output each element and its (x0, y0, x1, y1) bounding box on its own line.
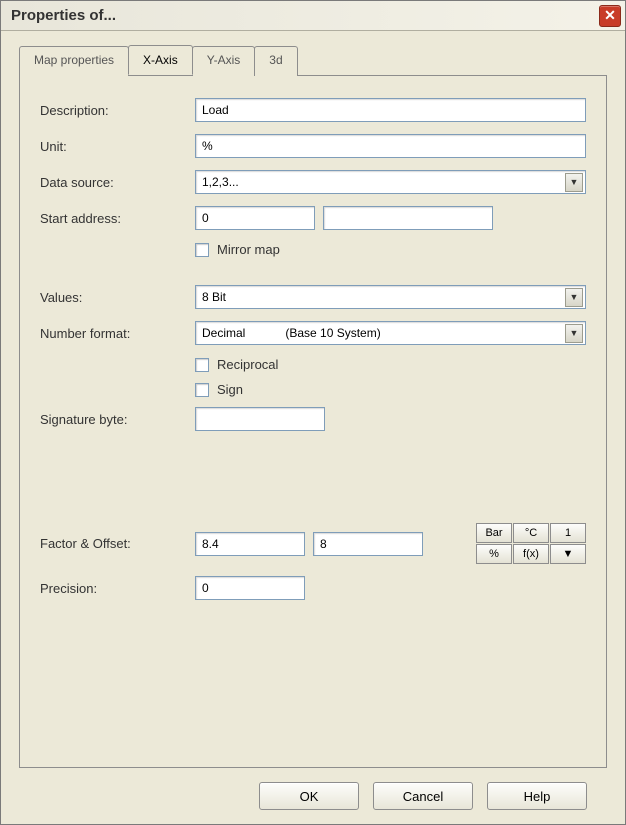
mirror-map-label: Mirror map (217, 242, 280, 257)
close-button[interactable]: ✕ (599, 5, 621, 27)
number-format-select[interactable]: Decimal (Base 10 System) ▼ (195, 321, 586, 345)
values-value: 8 Bit (202, 290, 226, 304)
values-select[interactable]: 8 Bit ▼ (195, 285, 586, 309)
preset-buttons: Bar °C 1 % f(x) ▼ (476, 523, 586, 564)
number-format-label: Number format: (40, 326, 195, 341)
tab-3d[interactable]: 3d (254, 46, 297, 76)
reciprocal-label: Reciprocal (217, 357, 278, 372)
chevron-down-icon: ▼ (565, 173, 583, 192)
mirror-map-checkbox[interactable] (195, 243, 209, 257)
data-source-label: Data source: (40, 175, 195, 190)
start-address-label: Start address: (40, 211, 195, 226)
window-title: Properties of... (11, 7, 599, 24)
start-address-secondary-input[interactable] (323, 206, 493, 230)
tab-map-properties[interactable]: Map properties (19, 46, 129, 76)
preset-one-button[interactable]: 1 (550, 523, 586, 543)
tab-panel: Description: Unit: Data source: 1,2,3...… (19, 75, 607, 768)
cancel-button[interactable]: Cancel (373, 782, 473, 810)
precision-label: Precision: (40, 581, 195, 596)
number-format-note: (Base 10 System) (285, 326, 380, 340)
chevron-down-icon: ▼ (565, 324, 583, 343)
data-source-value: 1,2,3... (202, 175, 239, 189)
tabstrip: Map properties X-Axis Y-Axis 3d (19, 45, 607, 75)
sign-label: Sign (217, 382, 243, 397)
tab-x-axis[interactable]: X-Axis (128, 45, 193, 75)
signature-byte-label: Signature byte: (40, 412, 195, 427)
chevron-down-icon: ▼ (565, 288, 583, 307)
preset-fx-button[interactable]: f(x) (513, 544, 549, 564)
unit-input[interactable] (195, 134, 586, 158)
description-label: Description: (40, 103, 195, 118)
factor-input[interactable] (195, 532, 305, 556)
description-input[interactable] (195, 98, 586, 122)
preset-percent-button[interactable]: % (476, 544, 512, 564)
tab-y-axis[interactable]: Y-Axis (192, 46, 256, 76)
unit-label: Unit: (40, 139, 195, 154)
signature-byte-input[interactable] (195, 407, 325, 431)
preset-celsius-button[interactable]: °C (513, 523, 549, 543)
dialog-buttons: OK Cancel Help (19, 768, 607, 814)
start-address-input[interactable] (195, 206, 315, 230)
values-label: Values: (40, 290, 195, 305)
sign-checkbox[interactable] (195, 383, 209, 397)
preset-more-button[interactable]: ▼ (550, 544, 586, 564)
reciprocal-checkbox[interactable] (195, 358, 209, 372)
precision-input[interactable] (195, 576, 305, 600)
number-format-value: Decimal (202, 326, 245, 340)
properties-dialog: Properties of... ✕ Map properties X-Axis… (0, 0, 626, 825)
close-icon: ✕ (604, 7, 616, 24)
preset-bar-button[interactable]: Bar (476, 523, 512, 543)
ok-button[interactable]: OK (259, 782, 359, 810)
factor-offset-label: Factor & Offset: (40, 536, 195, 551)
titlebar: Properties of... ✕ (1, 1, 625, 31)
help-button[interactable]: Help (487, 782, 587, 810)
data-source-select[interactable]: 1,2,3... ▼ (195, 170, 586, 194)
content-area: Map properties X-Axis Y-Axis 3d Descript… (1, 31, 625, 824)
offset-input[interactable] (313, 532, 423, 556)
